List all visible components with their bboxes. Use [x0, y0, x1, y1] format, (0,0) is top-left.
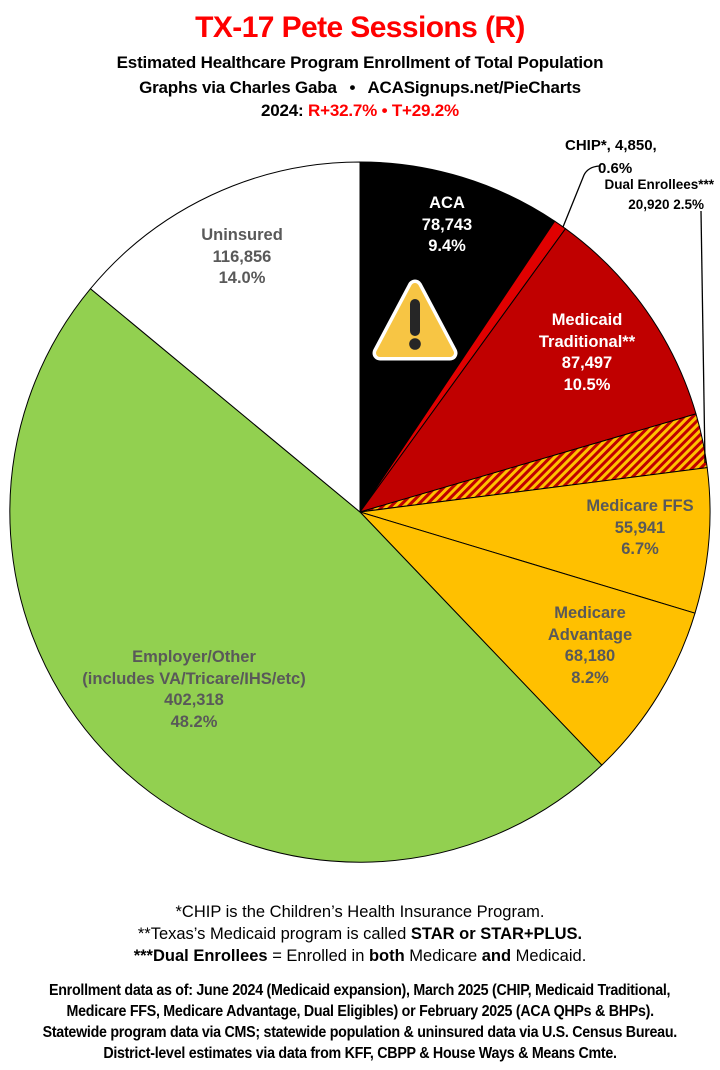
- slice-label-uninsured: Uninsured 116,856 14.0%: [201, 225, 283, 287]
- pie-slice-medicare-advantage: [359, 511, 696, 766]
- source-line-3: Statewide program data via CMS; statewid…: [42, 1024, 678, 1041]
- credit-line: Graphs via Charles Gaba • ACASignups.net…: [139, 78, 581, 97]
- source-line-1: Enrollment data as of: June 2024 (Medica…: [49, 982, 671, 999]
- slice-label-medicaid-traditional: Medicaid Traditional** 87,497 10.5%: [538, 311, 636, 394]
- page-title: TX-17 Pete Sessions (R): [195, 11, 525, 44]
- pie-slices-group: [9, 161, 711, 863]
- source-line-4: District-level estimates via data from K…: [103, 1045, 617, 1062]
- chip-callout-label: CHIP*, 4,850,: [565, 137, 657, 154]
- footnote-dual-enrollees: ***Dual Enrollees = Enrolled in both Med…: [133, 947, 587, 965]
- dual-enrollees-callout-value: 20,920 2.5%: [628, 197, 704, 212]
- slice-label-aca: ACA 78,743 9.4%: [421, 193, 473, 255]
- chip-callout-line: [562, 165, 600, 228]
- warning-triangle-icon: [372, 279, 458, 361]
- dual-enrollees-callout-label: Dual Enrollees***: [604, 177, 714, 192]
- footnote-medicaid: **Texas’s Medicaid program is called STA…: [137, 925, 583, 943]
- pie-slice-employer-other: [9, 288, 603, 863]
- slice-label-medicare-ffs: Medicare FFS 55,941 6.7%: [586, 496, 694, 558]
- footnote-chip: *CHIP is the Children’s Health Insurance…: [175, 903, 545, 921]
- pie-slice-aca: [359, 161, 556, 513]
- pie-slice-medicare-ffs: [359, 467, 711, 614]
- pie-slice-uninsured: [90, 161, 361, 513]
- pie-slice-medicaid-traditional: [359, 228, 697, 513]
- slice-label-employer-other: Employer/Other (includes VA/Tricare/IHS/e…: [82, 648, 306, 731]
- chart-subtitle: Estimated Healthcare Program Enrollment …: [116, 53, 604, 72]
- source-line-2: Medicare FFS, Medicare Advantage, Dual E…: [66, 1003, 654, 1020]
- chip-callout-pct: 0.6%: [598, 160, 633, 177]
- dual-callout-line: [700, 210, 706, 464]
- partisan-lean-line: 2024: R+32.7% • T+29.2%: [261, 101, 459, 120]
- slice-label-medicare-advantage: Medicare Advantage 68,180 8.2%: [547, 604, 633, 687]
